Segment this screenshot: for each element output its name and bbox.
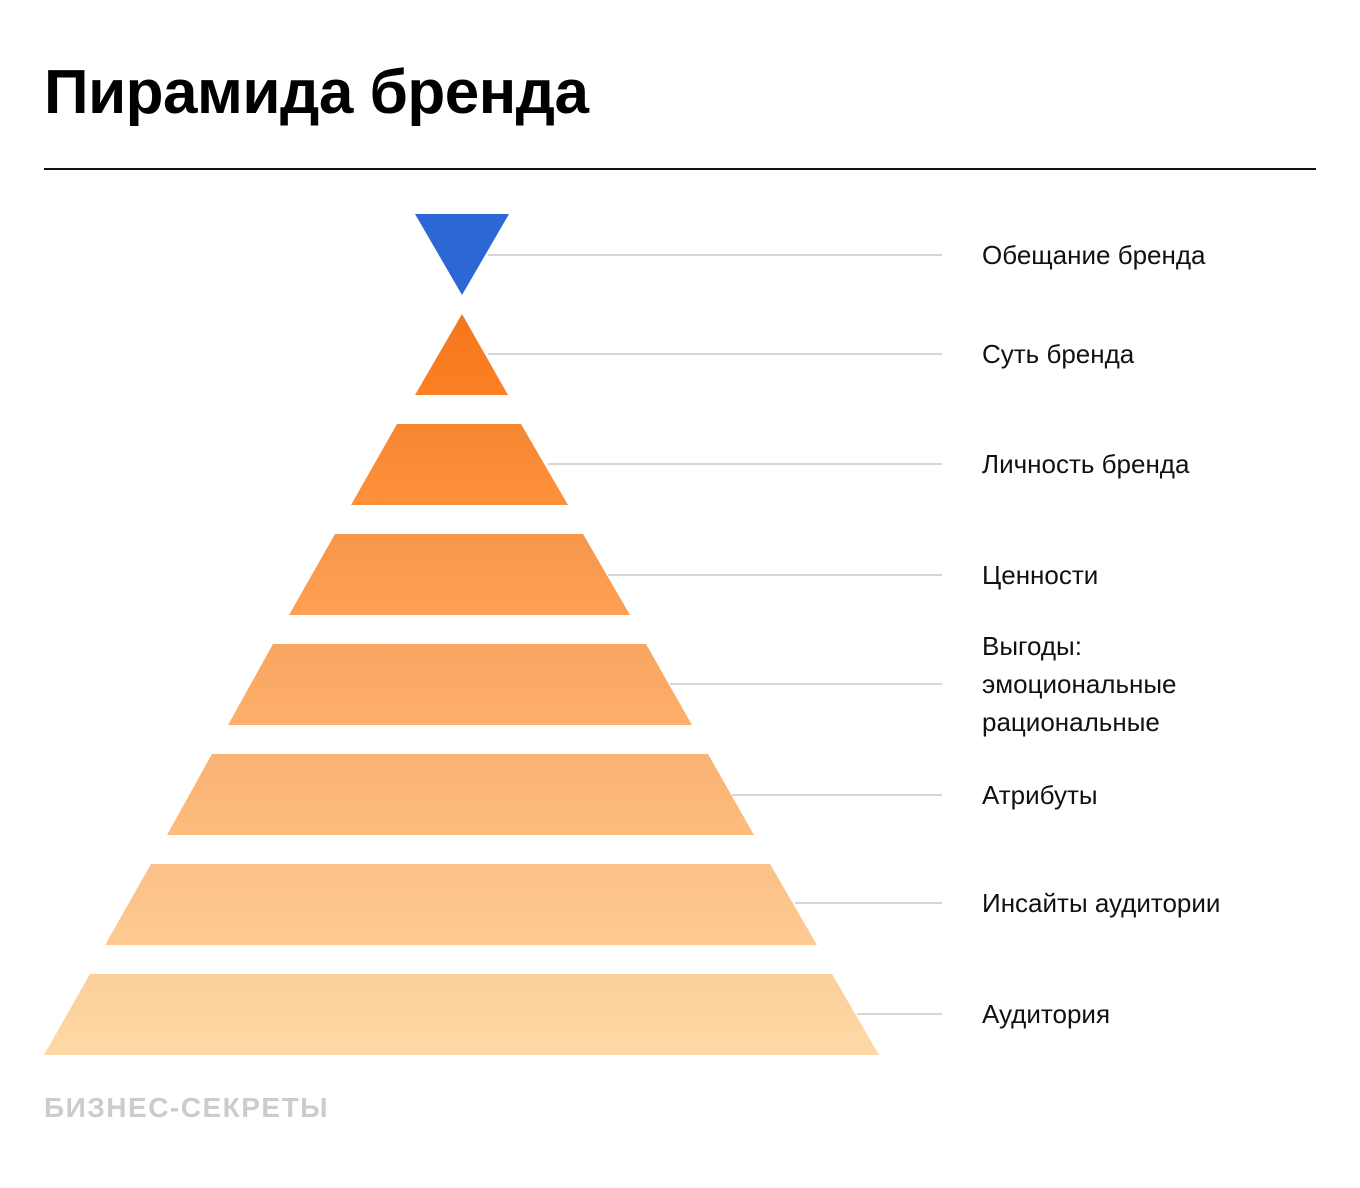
level-label-line: Суть бренда	[982, 339, 1135, 369]
level-label-8: Аудитория	[982, 995, 1110, 1033]
inverted-triangle-level-1	[415, 214, 509, 295]
level-label-2: Суть бренда	[982, 335, 1134, 373]
footer-logo: БИЗНЕС-СЕКРЕТЫ	[44, 1092, 330, 1123]
level-label-4: Ценности	[982, 556, 1098, 594]
level-label-line: Личность бренда	[982, 449, 1190, 479]
level-label-6: Атрибуты	[982, 776, 1098, 814]
pyramid-level-4	[289, 534, 630, 615]
level-label-line: Аудитория	[982, 999, 1111, 1029]
level-label-line: Обещание бренда	[982, 240, 1206, 270]
level-label-line: Выгоды:	[982, 631, 1082, 661]
level-label-3: Личность бренда	[982, 445, 1189, 483]
level-label-line: Ценности	[982, 560, 1099, 590]
level-label-7: Инсайты аудитории	[982, 884, 1220, 922]
level-label-line: Инсайты аудитории	[982, 888, 1221, 918]
level-label-5: Выгоды: эмоциональные рациональные	[982, 627, 1177, 741]
pyramid-level-7	[105, 864, 817, 945]
level-label-line: Атрибуты	[982, 780, 1098, 810]
level-label-line: рациональные	[982, 707, 1160, 737]
pyramid-level-8	[44, 974, 879, 1055]
pyramid-level-2	[415, 314, 508, 395]
pyramid-level-5	[228, 644, 692, 725]
diagram-title: Пирамида бренда	[44, 58, 589, 127]
level-label-1: Обещание бренда	[982, 236, 1206, 274]
pyramid-level-6	[167, 754, 754, 835]
level-label-line: эмоциональные	[982, 669, 1177, 699]
pyramid-level-3	[351, 424, 568, 505]
title-divider	[44, 168, 1316, 170]
